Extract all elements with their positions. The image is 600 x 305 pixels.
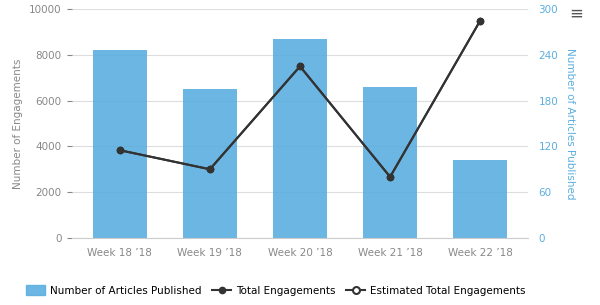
Bar	[453, 160, 507, 238]
Bar	[93, 50, 147, 238]
Y-axis label: Number of Engagements: Number of Engagements	[13, 58, 23, 189]
Bar	[183, 89, 237, 238]
Bar	[273, 39, 327, 238]
Y-axis label: Number of Articles Published: Number of Articles Published	[565, 48, 575, 199]
Bar	[363, 87, 417, 238]
Text: ≡: ≡	[569, 5, 583, 23]
Legend: Number of Articles Published, Total Engagements, Estimated Total Engagements: Number of Articles Published, Total Enga…	[22, 281, 530, 300]
